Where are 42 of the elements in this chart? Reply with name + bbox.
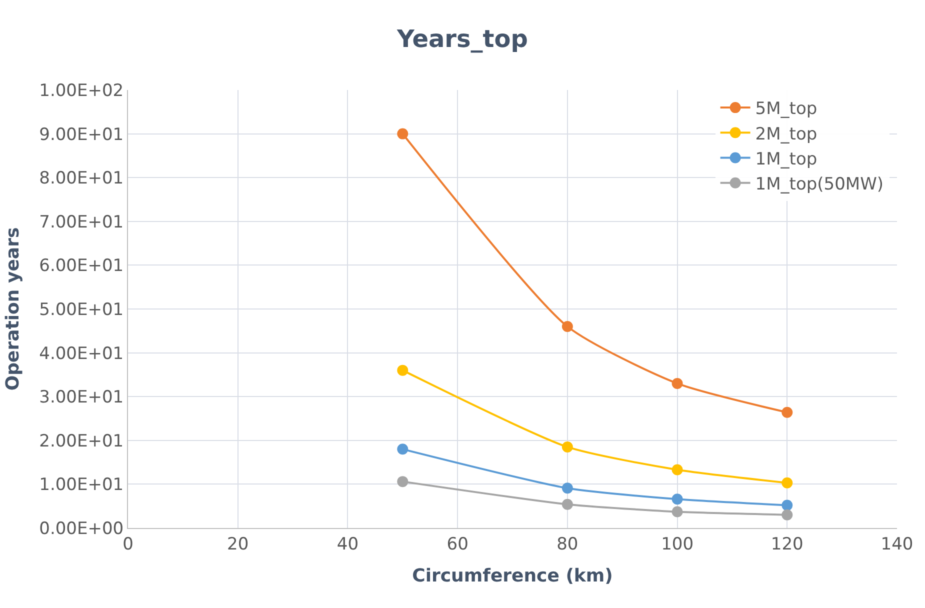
point (397, 476, 408, 488)
x-tick-label: 0 (122, 534, 134, 554)
x-tick-label: 60 (446, 534, 468, 554)
y-tick-label: 1.00E+01 (39, 475, 124, 496)
point (672, 494, 683, 505)
x-tick-label: 80 (556, 534, 578, 554)
y-tick-label: 9.00E+01 (39, 124, 124, 145)
chart-title: Years_top (396, 25, 528, 54)
point (397, 364, 408, 376)
point (562, 482, 573, 494)
y-tick-label: 8.00E+01 (39, 168, 124, 189)
point (562, 321, 573, 332)
y-tick-label: 7.00E+01 (39, 212, 124, 232)
y-tick-label: 1.00E+02 (39, 80, 124, 101)
y-tick-label: 6.00E+01 (39, 256, 124, 276)
point (397, 128, 408, 140)
point (782, 477, 793, 488)
x-tick-label: 40 (336, 534, 359, 554)
legend-label: 1M_top (755, 149, 818, 170)
legend-label: 2M_top (755, 124, 818, 144)
y-tick-label: 0.00E+00 (39, 518, 124, 539)
y-tick-label: 3.00E+01 (39, 388, 124, 408)
point (782, 406, 793, 418)
point (672, 506, 683, 518)
point (782, 500, 793, 511)
x-tick-label: 20 (227, 534, 249, 554)
x-tick-label: 120 (770, 534, 804, 554)
x-tick-label: 100 (661, 534, 694, 554)
y-tick-label: 5.00E+01 (39, 300, 124, 320)
y-tick-label: 2.00E+01 (39, 431, 124, 452)
x-axis-title: Circumference (km) (412, 566, 613, 586)
point (562, 498, 573, 510)
point (672, 464, 683, 476)
legend-label: 5M_top (755, 99, 818, 120)
y-tick-label: 4.00E+01 (39, 344, 124, 364)
y-axis-title: Operation years (2, 227, 24, 391)
x-tick-label: 140 (880, 534, 914, 554)
point (562, 441, 573, 452)
point (397, 444, 408, 455)
point (782, 509, 793, 520)
point (672, 378, 683, 389)
legend-label: 1M_top(50MW) (755, 174, 884, 194)
